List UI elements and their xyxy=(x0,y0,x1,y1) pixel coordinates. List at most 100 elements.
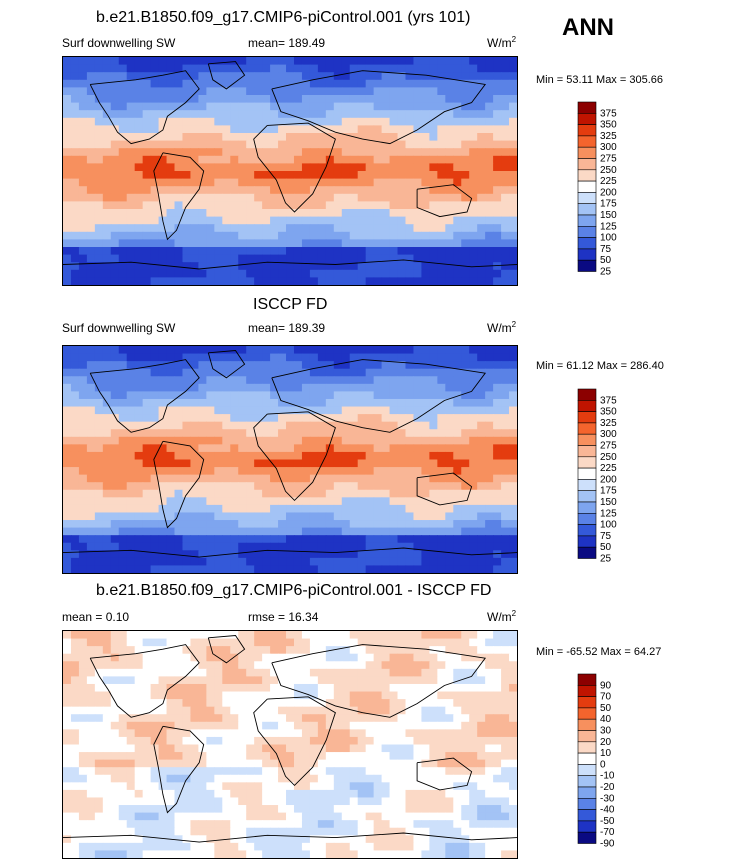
field-cell xyxy=(238,79,247,88)
field-cell xyxy=(286,459,295,468)
field-cell xyxy=(262,117,271,126)
field-cell xyxy=(63,527,72,536)
field-cell xyxy=(293,368,303,377)
field-cell xyxy=(86,224,96,233)
field-cell xyxy=(63,201,72,210)
field-cell xyxy=(437,346,446,355)
field-cell xyxy=(325,383,335,392)
field-cell xyxy=(477,171,486,180)
field-cell xyxy=(70,797,80,806)
field-cell xyxy=(166,504,176,514)
field-cell xyxy=(469,467,478,476)
field-cell xyxy=(198,482,207,491)
field-cell xyxy=(373,133,383,142)
field-cell xyxy=(214,406,223,415)
field-cell xyxy=(365,193,375,202)
field-cell xyxy=(485,668,494,677)
field-cell xyxy=(445,64,454,73)
field-cell xyxy=(166,163,176,172)
field-cell xyxy=(174,368,184,377)
field-cell xyxy=(230,391,239,400)
field-cell xyxy=(166,57,176,66)
field-cell xyxy=(286,421,295,430)
field-cell xyxy=(413,178,423,187)
field-cell xyxy=(110,247,120,256)
field-cell xyxy=(509,683,517,693)
field-cell xyxy=(453,429,462,438)
field-cell xyxy=(230,721,239,730)
field-cell xyxy=(206,744,215,753)
field-cell xyxy=(413,239,423,248)
field-cell xyxy=(286,64,295,73)
field-cell xyxy=(158,782,168,791)
field-cell xyxy=(94,744,104,753)
field-cell xyxy=(214,193,223,202)
field-cell xyxy=(381,676,391,685)
field-cell xyxy=(126,444,136,453)
field-cell xyxy=(405,406,415,415)
field-cell xyxy=(445,631,454,640)
field-cell xyxy=(365,391,375,400)
field-cell xyxy=(301,683,311,693)
field-cell xyxy=(286,721,295,730)
field-cell xyxy=(158,497,168,506)
field-cell xyxy=(381,565,391,573)
field-cell xyxy=(365,550,375,559)
field-cell xyxy=(174,631,184,640)
field-cell xyxy=(150,550,160,559)
field-cell xyxy=(78,542,88,551)
field-cell xyxy=(214,782,223,791)
field-cell xyxy=(333,171,343,180)
field-cell xyxy=(198,631,207,640)
field-cell xyxy=(94,406,104,415)
field-cell xyxy=(230,231,239,240)
field-cell xyxy=(78,277,88,285)
field-cell xyxy=(230,178,239,187)
field-cell xyxy=(317,224,327,233)
field-cell xyxy=(293,277,303,285)
field-cell xyxy=(214,497,223,506)
field-cell xyxy=(413,767,423,776)
field-cell xyxy=(206,497,215,506)
field-cell xyxy=(182,125,192,134)
field-cell xyxy=(118,201,128,210)
field-cell xyxy=(222,767,231,776)
field-cell xyxy=(190,171,200,180)
field-cell xyxy=(365,140,375,149)
field-cell xyxy=(182,117,192,126)
field-cell xyxy=(198,79,207,88)
field-cell xyxy=(206,752,215,761)
field-cell xyxy=(309,752,319,761)
field-cell xyxy=(63,361,72,370)
field-cell xyxy=(493,79,502,88)
field-cell xyxy=(142,64,152,73)
field-cell xyxy=(349,155,359,164)
field-cell xyxy=(397,631,407,640)
field-cell xyxy=(238,512,247,521)
field-cell xyxy=(158,171,168,180)
field-cell xyxy=(485,706,494,715)
map-plot xyxy=(62,345,518,574)
field-cell xyxy=(405,459,415,468)
field-cell xyxy=(445,535,454,544)
field-cell xyxy=(198,774,207,783)
field-cell xyxy=(349,653,359,662)
field-cell xyxy=(126,140,136,149)
field-cell xyxy=(214,691,223,700)
field-cell xyxy=(421,125,430,134)
field-cell xyxy=(94,714,104,723)
field-cell xyxy=(254,767,263,776)
field-cell xyxy=(214,489,223,498)
field-cell xyxy=(270,550,279,559)
field-cell xyxy=(198,474,207,483)
field-cell xyxy=(166,368,176,377)
field-cell xyxy=(118,752,128,761)
field-cell xyxy=(341,171,351,180)
field-cell xyxy=(373,542,383,551)
field-cell xyxy=(485,565,494,573)
field-cell xyxy=(182,699,192,708)
field-cell xyxy=(485,714,494,723)
field-cell xyxy=(118,668,128,677)
field-cell xyxy=(509,95,517,104)
field-cell xyxy=(110,391,120,400)
